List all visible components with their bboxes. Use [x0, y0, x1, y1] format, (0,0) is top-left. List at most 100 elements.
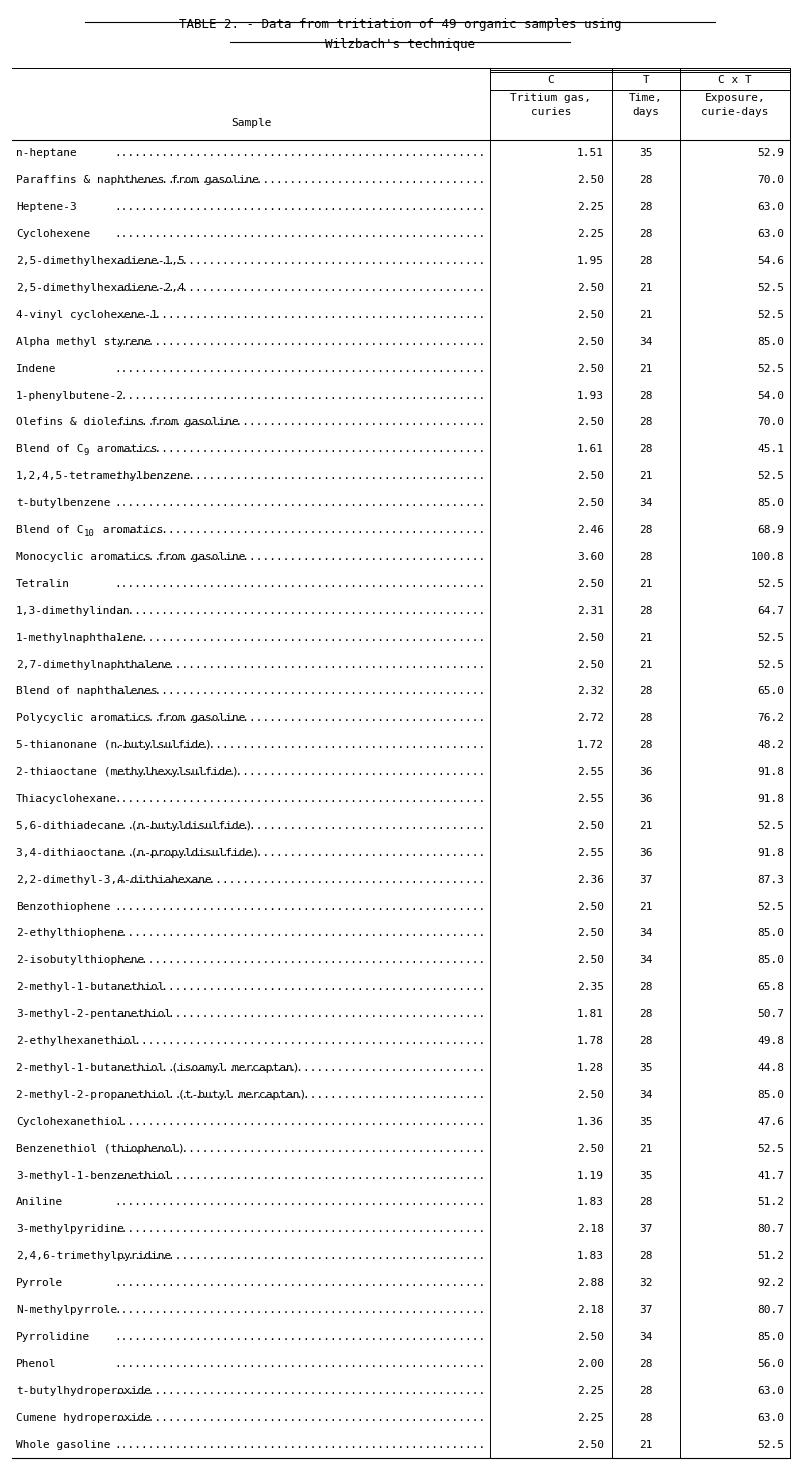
- Text: .......................................................: ........................................…: [114, 1358, 486, 1369]
- Text: 52.5: 52.5: [757, 820, 784, 831]
- Text: 1,3-dimethylindan: 1,3-dimethylindan: [16, 606, 130, 616]
- Text: 85.0: 85.0: [757, 1332, 784, 1342]
- Text: 91.8: 91.8: [757, 794, 784, 804]
- Text: 1.78: 1.78: [577, 1036, 604, 1047]
- Text: 1,2,4,5-tetramethylbenzene: 1,2,4,5-tetramethylbenzene: [16, 472, 191, 481]
- Text: .......................................................: ........................................…: [114, 1305, 486, 1316]
- Text: .......................................................: ........................................…: [114, 148, 486, 159]
- Text: 49.8: 49.8: [757, 1036, 784, 1047]
- Text: .......................................................: ........................................…: [114, 767, 486, 778]
- Text: .......................................................: ........................................…: [114, 1117, 486, 1127]
- Text: Blend of C: Blend of C: [16, 444, 83, 454]
- Text: curies: curies: [530, 107, 571, 118]
- Text: .......................................................: ........................................…: [114, 1089, 486, 1100]
- Text: 2.50: 2.50: [577, 498, 604, 509]
- Text: 2.25: 2.25: [577, 1413, 604, 1423]
- Text: .......................................................: ........................................…: [114, 1277, 486, 1288]
- Text: C x T: C x T: [718, 75, 752, 85]
- Text: 100.8: 100.8: [750, 551, 784, 562]
- Text: .......................................................: ........................................…: [114, 229, 486, 240]
- Text: Pyrrolidine: Pyrrolidine: [16, 1332, 90, 1342]
- Text: Aniline: Aniline: [16, 1198, 63, 1207]
- Text: Time,: Time,: [629, 93, 663, 103]
- Text: 76.2: 76.2: [757, 713, 784, 723]
- Text: Alpha methyl styrene: Alpha methyl styrene: [16, 337, 151, 347]
- Text: .......................................................: ........................................…: [114, 1063, 486, 1073]
- Text: 21: 21: [639, 282, 653, 293]
- Text: .......................................................: ........................................…: [114, 1198, 486, 1207]
- Text: Indene: Indene: [16, 363, 57, 373]
- Text: 21: 21: [639, 820, 653, 831]
- Text: .......................................................: ........................................…: [114, 848, 486, 858]
- Text: 52.5: 52.5: [757, 632, 784, 642]
- Text: 2.50: 2.50: [577, 1089, 604, 1100]
- Text: .......................................................: ........................................…: [114, 1010, 486, 1019]
- Text: Tritium gas,: Tritium gas,: [510, 93, 591, 103]
- Text: 64.7: 64.7: [757, 606, 784, 616]
- Text: 85.0: 85.0: [757, 337, 784, 347]
- Text: 52.5: 52.5: [757, 1144, 784, 1154]
- Text: 34: 34: [639, 929, 653, 938]
- Text: 52.5: 52.5: [757, 310, 784, 320]
- Text: 2-methyl-1-butanethiol: 2-methyl-1-butanethiol: [16, 982, 165, 992]
- Text: .......................................................: ........................................…: [114, 820, 486, 831]
- Text: .......................................................: ........................................…: [114, 525, 486, 535]
- Text: 47.6: 47.6: [757, 1117, 784, 1127]
- Text: 1.83: 1.83: [577, 1198, 604, 1207]
- Text: 2.18: 2.18: [577, 1225, 604, 1235]
- Text: T: T: [642, 75, 650, 85]
- Text: 3-methylpyridine: 3-methylpyridine: [16, 1225, 124, 1235]
- Text: 48.2: 48.2: [757, 741, 784, 750]
- Text: 2.25: 2.25: [577, 229, 604, 240]
- Text: .......................................................: ........................................…: [114, 1332, 486, 1342]
- Text: 28: 28: [639, 444, 653, 454]
- Text: 2-ethylhexanethiol: 2-ethylhexanethiol: [16, 1036, 138, 1047]
- Text: 2.32: 2.32: [577, 686, 604, 697]
- Text: 21: 21: [639, 472, 653, 481]
- Text: 28: 28: [639, 1413, 653, 1423]
- Text: Whole gasoline: Whole gasoline: [16, 1439, 110, 1449]
- Text: 37: 37: [639, 1225, 653, 1235]
- Text: Paraffins & naphthenes from gasoline: Paraffins & naphthenes from gasoline: [16, 175, 259, 185]
- Text: .......................................................: ........................................…: [114, 175, 486, 185]
- Text: .......................................................: ........................................…: [114, 741, 486, 750]
- Text: 21: 21: [639, 901, 653, 911]
- Text: 28: 28: [639, 175, 653, 185]
- Text: 2.50: 2.50: [577, 472, 604, 481]
- Text: 44.8: 44.8: [757, 1063, 784, 1073]
- Text: aromatics: aromatics: [96, 525, 163, 535]
- Text: 28: 28: [639, 1358, 653, 1369]
- Text: 1.28: 1.28: [577, 1063, 604, 1073]
- Text: 21: 21: [639, 1144, 653, 1154]
- Text: 52.5: 52.5: [757, 282, 784, 293]
- Text: .......................................................: ........................................…: [114, 417, 486, 428]
- Text: 52.5: 52.5: [757, 579, 784, 589]
- Text: 56.0: 56.0: [757, 1358, 784, 1369]
- Text: 28: 28: [639, 256, 653, 266]
- Text: curie-days: curie-days: [702, 107, 769, 118]
- Text: Blend of C: Blend of C: [16, 525, 83, 535]
- Text: 2.50: 2.50: [577, 417, 604, 428]
- Text: 92.2: 92.2: [757, 1277, 784, 1288]
- Text: 2.50: 2.50: [577, 175, 604, 185]
- Text: Pyrrole: Pyrrole: [16, 1277, 63, 1288]
- Text: days: days: [633, 107, 659, 118]
- Text: Phenol: Phenol: [16, 1358, 57, 1369]
- Text: .......................................................: ........................................…: [114, 1036, 486, 1047]
- Text: 21: 21: [639, 660, 653, 669]
- Text: 2,5-dimethylhexadiene-2,4: 2,5-dimethylhexadiene-2,4: [16, 282, 185, 293]
- Text: Monocyclic aromatics from gasoline: Monocyclic aromatics from gasoline: [16, 551, 246, 562]
- Text: 28: 28: [639, 229, 653, 240]
- Text: Heptene-3: Heptene-3: [16, 203, 77, 212]
- Text: .......................................................: ........................................…: [114, 632, 486, 642]
- Text: .......................................................: ........................................…: [114, 686, 486, 697]
- Text: 2.50: 2.50: [577, 632, 604, 642]
- Text: 52.5: 52.5: [757, 1439, 784, 1449]
- Text: 35: 35: [639, 1117, 653, 1127]
- Text: .......................................................: ........................................…: [114, 1439, 486, 1449]
- Text: 2.25: 2.25: [577, 1386, 604, 1395]
- Text: 36: 36: [639, 767, 653, 778]
- Text: .......................................................: ........................................…: [114, 1386, 486, 1395]
- Text: 2.18: 2.18: [577, 1305, 604, 1316]
- Text: 70.0: 70.0: [757, 175, 784, 185]
